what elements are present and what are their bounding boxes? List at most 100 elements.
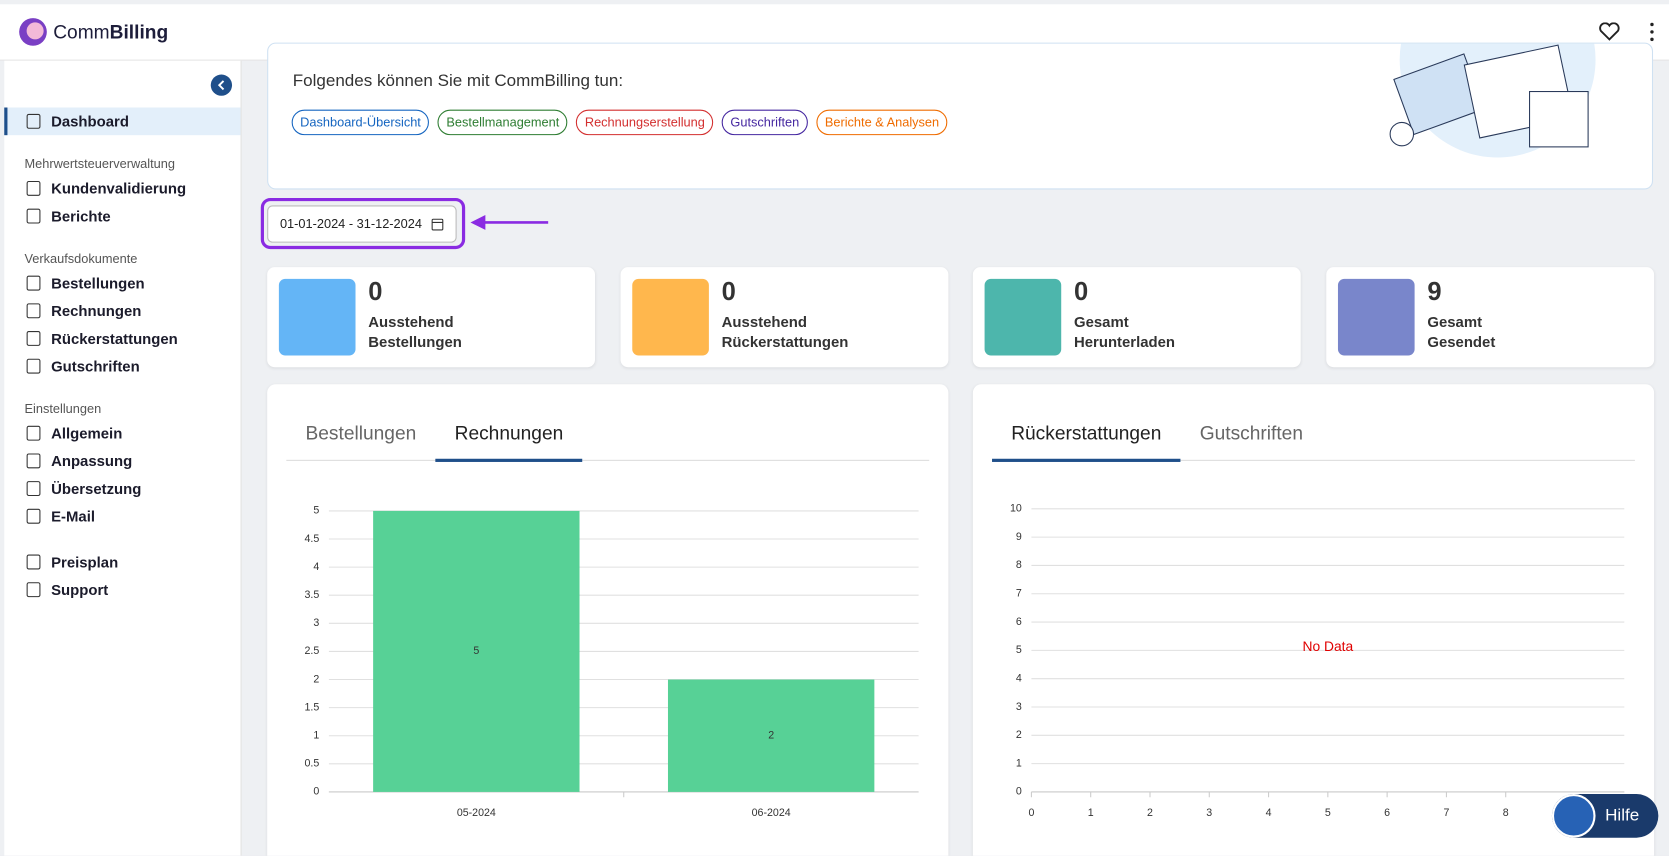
date-range: 01-01-2024 - 31-12-2024 [279, 216, 422, 231]
feature-tag: Bestellmanagement [437, 109, 568, 136]
stat-value: 0 [368, 277, 383, 307]
feature-tag: Dashboard-Übersicht [291, 109, 430, 136]
nav-item[interactable]: Allgemein [4, 419, 240, 447]
x-tick-label: 0 [1028, 807, 1034, 819]
y-tick-label: 2.5 [305, 645, 320, 657]
nav-item[interactable]: Rechnungen [4, 297, 240, 325]
y-tick-label: 1 [1016, 757, 1022, 769]
x-tick-label: 8 [1503, 807, 1509, 819]
brand: CommBilling [53, 21, 168, 43]
bar [373, 510, 580, 792]
banner-title: Folgendes können Sie mit CommBilling tun… [292, 72, 624, 91]
y-tick-label: 0 [313, 786, 319, 798]
nav-item[interactable]: Übersetzung [4, 475, 240, 503]
collapse-button[interactable] [210, 73, 233, 96]
nav-item[interactable]: Bestellungen [4, 269, 240, 297]
stat-label: Ausstehend [721, 312, 807, 330]
logo [19, 18, 47, 46]
y-tick-label: 0.5 [305, 758, 320, 770]
data-label: 5 [473, 645, 479, 657]
stat-icon [632, 278, 709, 356]
sidebar: Dashboard Mehrwertsteuerverwaltung Kundenv… [4, 60, 242, 856]
y-tick-label: 4 [1016, 672, 1022, 684]
chart: 0 1 2 3 4 5 6 7 8 9 10 0 1 2 3 4 5 6 7 8 No Data [1010, 503, 1625, 819]
y-tick-label: 6 [1016, 616, 1022, 628]
stat-value: 0 [1073, 277, 1089, 307]
stat-card: 0 Ausstehend Rückerstattungen [620, 267, 949, 368]
tab[interactable]: Rückerstattungen [992, 416, 1181, 462]
nav-item[interactable]: Preisplan [4, 548, 240, 576]
stat-icon [1337, 278, 1415, 356]
y-tick-label: 4.5 [305, 533, 320, 545]
stat-label: Rückerstattungen [721, 333, 849, 351]
y-tick-label: 3 [313, 617, 319, 629]
help-button[interactable]: Hilfe [1551, 794, 1659, 838]
stat-card: 9 Gesamt Gesendet [1326, 267, 1655, 368]
x-tick-label: 6 [1384, 807, 1390, 819]
chart: 0 0.5 1 1.5 2 2.5 3 3.5 4 4.5 5 05-2024 5 06-2024 2 [305, 505, 919, 819]
y-tick-label: 8 [1016, 559, 1022, 571]
calendar-icon [431, 218, 444, 231]
x-tick-label: 3 [1206, 807, 1212, 819]
stat-label: Ausstehend [368, 312, 454, 330]
stat-value: 0 [721, 277, 736, 307]
stat-label: Herunterladen [1073, 333, 1176, 351]
nav-item[interactable]: E-Mail [4, 502, 240, 530]
y-tick-label: 10 [1010, 503, 1022, 515]
no-data: No Data [1302, 638, 1353, 654]
menu-icon[interactable] [1648, 21, 1657, 42]
tab[interactable]: Gutschriften [1199, 422, 1303, 444]
nav-item[interactable]: Kundenvalidierung [4, 175, 240, 203]
brand-prefix: Comm [53, 21, 110, 43]
x-tick-label: 06-2024 [752, 807, 791, 819]
stat-card: 0 Ausstehend Bestellungen [267, 267, 596, 368]
nav-item[interactable]: Rückerstattungen [4, 325, 240, 353]
y-tick-label: 1.5 [305, 701, 320, 713]
x-tick-label: 1 [1088, 807, 1094, 819]
nav-item[interactable]: Dashboard [4, 107, 241, 136]
stat-label: Gesamt [1073, 312, 1129, 330]
date-range-picker[interactable]: 01-01-2024 - 31-12-2024 [267, 205, 457, 243]
nav-item[interactable]: Anpassung [4, 447, 240, 475]
brand-suffix: Billing [109, 21, 169, 43]
x-tick-label: 2 [1147, 807, 1153, 819]
tab[interactable]: Bestellungen [305, 422, 417, 444]
y-tick-label: 3.5 [305, 589, 320, 601]
bar [667, 679, 875, 792]
nav-item[interactable]: Berichte [4, 202, 240, 230]
stat-icon [984, 278, 1062, 356]
y-tick-label: 9 [1016, 531, 1022, 543]
x-tick-label: 7 [1443, 807, 1449, 819]
help-label: Hilfe [1605, 806, 1640, 825]
section-heading: Mehrwertsteuerverwaltung [24, 156, 175, 172]
y-tick-label: 1 [313, 730, 319, 742]
y-tick-label: 2 [313, 673, 319, 685]
chart-card: Rückerstattungen Gutschriften 0 1 2 3 4 5 6 7 8 9 10… [972, 384, 1655, 856]
section-heading: Einstellungen [24, 401, 102, 417]
y-tick-label: 5 [1016, 644, 1022, 656]
section-heading: Verkaufsdokumente [24, 251, 138, 267]
illustration [1389, 43, 1596, 158]
tab[interactable]: Rechnungen [435, 416, 583, 462]
favorite-icon[interactable] [1599, 22, 1620, 41]
feature-tag: Gutschriften [721, 109, 808, 136]
nav-item[interactable]: Gutschriften [4, 352, 240, 380]
arrow [470, 215, 549, 230]
y-tick-label: 5 [313, 505, 319, 517]
x-tick-label: 4 [1266, 807, 1272, 819]
stat-card: 0 Gesamt Herunterladen [972, 267, 1301, 368]
tabs: Rückerstattungen Gutschriften [992, 416, 1635, 462]
y-tick-label: 7 [1016, 588, 1022, 600]
x-tick-label: 5 [1325, 807, 1331, 819]
banner: Folgendes können Sie mit CommBilling tun… [267, 42, 1654, 190]
y-tick-label: 2 [1016, 729, 1022, 741]
tag-list: Dashboard-Übersicht Bestellmanagement Rech… [291, 109, 948, 136]
x-tick-label: 05-2024 [457, 807, 496, 819]
tabs: Bestellungen Rechnungen [286, 416, 930, 462]
y-tick-label: 3 [1016, 701, 1022, 713]
stat-label: Gesamt [1427, 312, 1483, 330]
stat-label: Gesendet [1427, 333, 1496, 351]
nav-item[interactable]: Support [4, 576, 240, 604]
